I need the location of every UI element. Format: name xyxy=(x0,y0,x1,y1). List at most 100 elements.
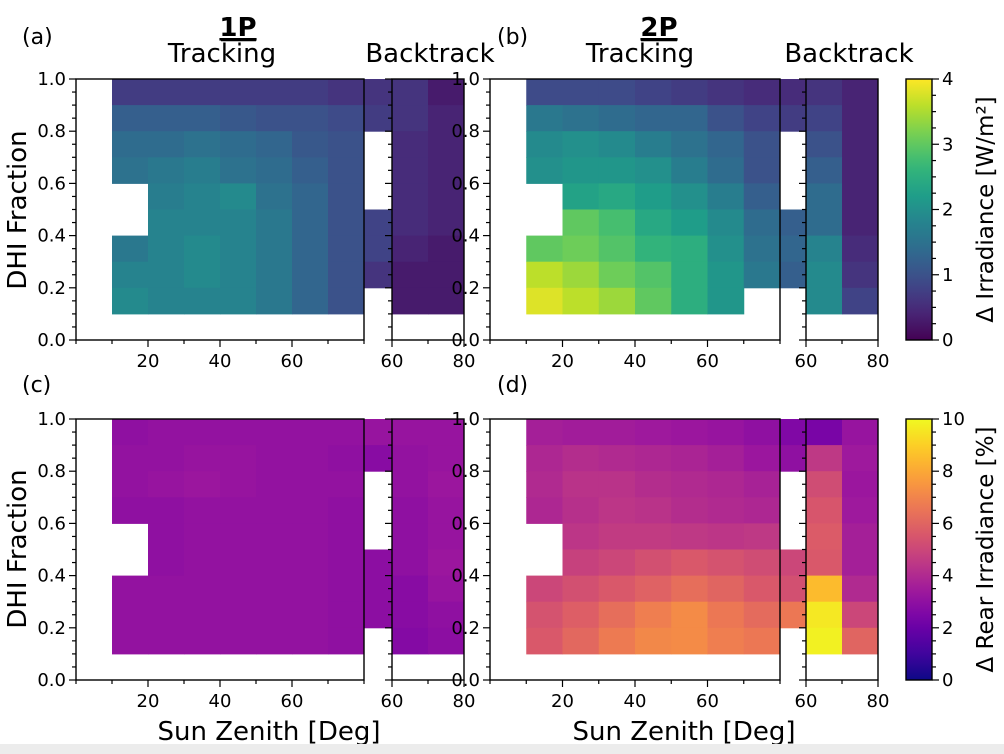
panel-2-tracking-cell xyxy=(220,419,257,446)
panel-2-tracking-ytick-label: 0.6 xyxy=(37,513,66,534)
panel-1-tracking-cell xyxy=(671,235,708,263)
colorbar-0-label: Δ Irradiance [W/m²] xyxy=(973,96,999,322)
ylabel-bottom: DHI Fraction xyxy=(3,469,33,628)
panel-0-tracking-cell xyxy=(112,235,149,263)
panel-0-tracking-cell xyxy=(328,105,365,132)
panel-1-tracking-cell xyxy=(526,157,563,184)
panel-0-tracking-cell xyxy=(328,183,365,210)
panel-3-tracking-cell xyxy=(635,523,672,550)
panel-3-backtrack-cell xyxy=(842,549,879,577)
panel-1-tracking-cell xyxy=(526,261,563,289)
panel-3-tracking-cell xyxy=(743,627,781,655)
panel-1-tracking-cell xyxy=(743,235,781,263)
panel-3-backtrack-xtick-label: 80 xyxy=(867,691,890,712)
panel-3-tracking-cell xyxy=(743,601,781,629)
panel-2-tracking-cell xyxy=(148,419,185,446)
panel-1-tracking-cell xyxy=(707,157,745,184)
colorbar-0-tick-label: 0 xyxy=(942,330,953,351)
panel-2-tracking-cell xyxy=(328,549,365,577)
panel-0-tracking-cell xyxy=(220,261,257,289)
panel-1-tracking-cell xyxy=(598,183,636,210)
panel-0-tracking-cell xyxy=(328,79,365,106)
panel-3-tracking-cell xyxy=(671,419,708,446)
panel-3-tracking-cell xyxy=(526,497,563,524)
panel-1-tracking-xtick-label: 20 xyxy=(551,351,574,372)
panel-0-tracking-cell xyxy=(148,105,185,132)
panel-label-c: (c) xyxy=(22,373,51,398)
panel-0-tracking-cell xyxy=(292,79,329,106)
panel-0-backtrack-xtick-label: 60 xyxy=(381,351,404,372)
panel-0-tracking-cell xyxy=(256,183,293,210)
panel-1-backtrack-cell xyxy=(806,131,843,158)
colorbar-1-tick-label: 4 xyxy=(942,566,953,587)
panel-0-tracking-cell xyxy=(184,105,221,132)
panel-0-tracking-cell xyxy=(328,261,365,289)
panel-1-tracking-cell xyxy=(671,209,708,237)
panel-2-tracking-cell xyxy=(292,445,329,472)
panel-2-backtrack-cell xyxy=(392,549,429,577)
panel-1-backtrack-cell xyxy=(806,157,843,184)
panel-1-tracking-cell xyxy=(743,261,781,289)
panel-2-backtrack-cell xyxy=(428,445,465,472)
panel-3-tracking-cell xyxy=(526,601,563,629)
panel-2-tracking-cell xyxy=(292,575,329,603)
panel-3-backtrack-cell xyxy=(842,445,879,472)
panel-1-tracking-cell xyxy=(635,79,672,106)
panel-0-tracking-cell xyxy=(256,105,293,132)
colorbar-1-tick-label: 6 xyxy=(942,513,953,534)
panel-1-tracking-cell xyxy=(526,79,563,106)
panel-3-tracking-cell xyxy=(707,497,745,524)
panel-0-tracking-cell xyxy=(184,209,221,237)
panel-label-b: (b) xyxy=(497,25,528,50)
panel-1-tracking-cell xyxy=(743,157,781,184)
panel-1-tracking-cell xyxy=(598,287,636,315)
panel-2-tracking-cell xyxy=(328,445,365,472)
col-title-tracking-1p: Tracking xyxy=(167,39,276,69)
panel-1-tracking-cell xyxy=(635,105,672,132)
panel-3-tracking-cell xyxy=(526,627,563,655)
panel-3-tracking-cell xyxy=(671,549,708,577)
panel-2-tracking-cell xyxy=(292,549,329,577)
panel-3-backtrack-cell xyxy=(842,601,879,629)
panel-1-tracking-cell xyxy=(526,105,563,132)
panel-1-tracking-cell xyxy=(598,131,636,158)
panel-1-tracking-cell xyxy=(562,287,600,315)
panel-1-tracking-cell xyxy=(562,79,600,106)
panel-2-tracking-cell xyxy=(184,575,221,603)
panel-1-tracking-cell xyxy=(707,105,745,132)
panel-1-tracking-cell xyxy=(598,79,636,106)
panel-2-tracking-cell xyxy=(328,497,365,524)
panel-2-tracking-cell xyxy=(328,419,365,446)
panel-3-tracking-cell xyxy=(635,549,672,577)
panel-0-tracking-cell xyxy=(220,235,257,263)
panel-3-tracking-cell xyxy=(671,575,708,603)
panel-0-tracking-cell xyxy=(148,79,185,106)
panel-0-tracking-cell xyxy=(148,261,185,289)
panel-0-tracking-cell xyxy=(184,261,221,289)
panel-3-tracking-cell xyxy=(743,445,781,472)
panel-2-tracking-cell xyxy=(220,575,257,603)
panel-1-tracking-cell xyxy=(598,235,636,263)
panel-0-tracking-cell xyxy=(184,183,221,210)
panel-0-tracking-cell xyxy=(328,287,365,315)
panel-0-backtrack-cell xyxy=(392,79,429,106)
panel-3-tracking-cell xyxy=(598,471,636,498)
panel-0-tracking-cell xyxy=(112,157,149,184)
panel-3-tracking-cell xyxy=(562,549,600,577)
panel-3-tracking-cell xyxy=(562,523,600,550)
panel-3-tracking-cell xyxy=(707,627,745,655)
panel-3-tracking-xtick-label: 60 xyxy=(696,691,719,712)
panel-3-backtrack-cell xyxy=(806,497,843,524)
panel-2-tracking-cell xyxy=(148,549,185,577)
panel-0-tracking-cell xyxy=(112,261,149,289)
panel-3-backtrack-cell xyxy=(806,419,843,446)
panel-3-tracking-cell xyxy=(598,601,636,629)
panel-0-backtrack-cell xyxy=(392,183,429,210)
panel-1-tracking-ytick-label: 0.4 xyxy=(451,226,480,247)
panel-1-tracking-cell xyxy=(743,183,781,210)
panel-2-tracking-cell xyxy=(148,471,185,498)
panel-0-tracking-cell xyxy=(184,79,221,106)
panel-2-tracking-cell xyxy=(328,601,365,629)
panel-3-tracking-cell xyxy=(562,445,600,472)
panel-1-tracking-cell xyxy=(707,287,745,315)
